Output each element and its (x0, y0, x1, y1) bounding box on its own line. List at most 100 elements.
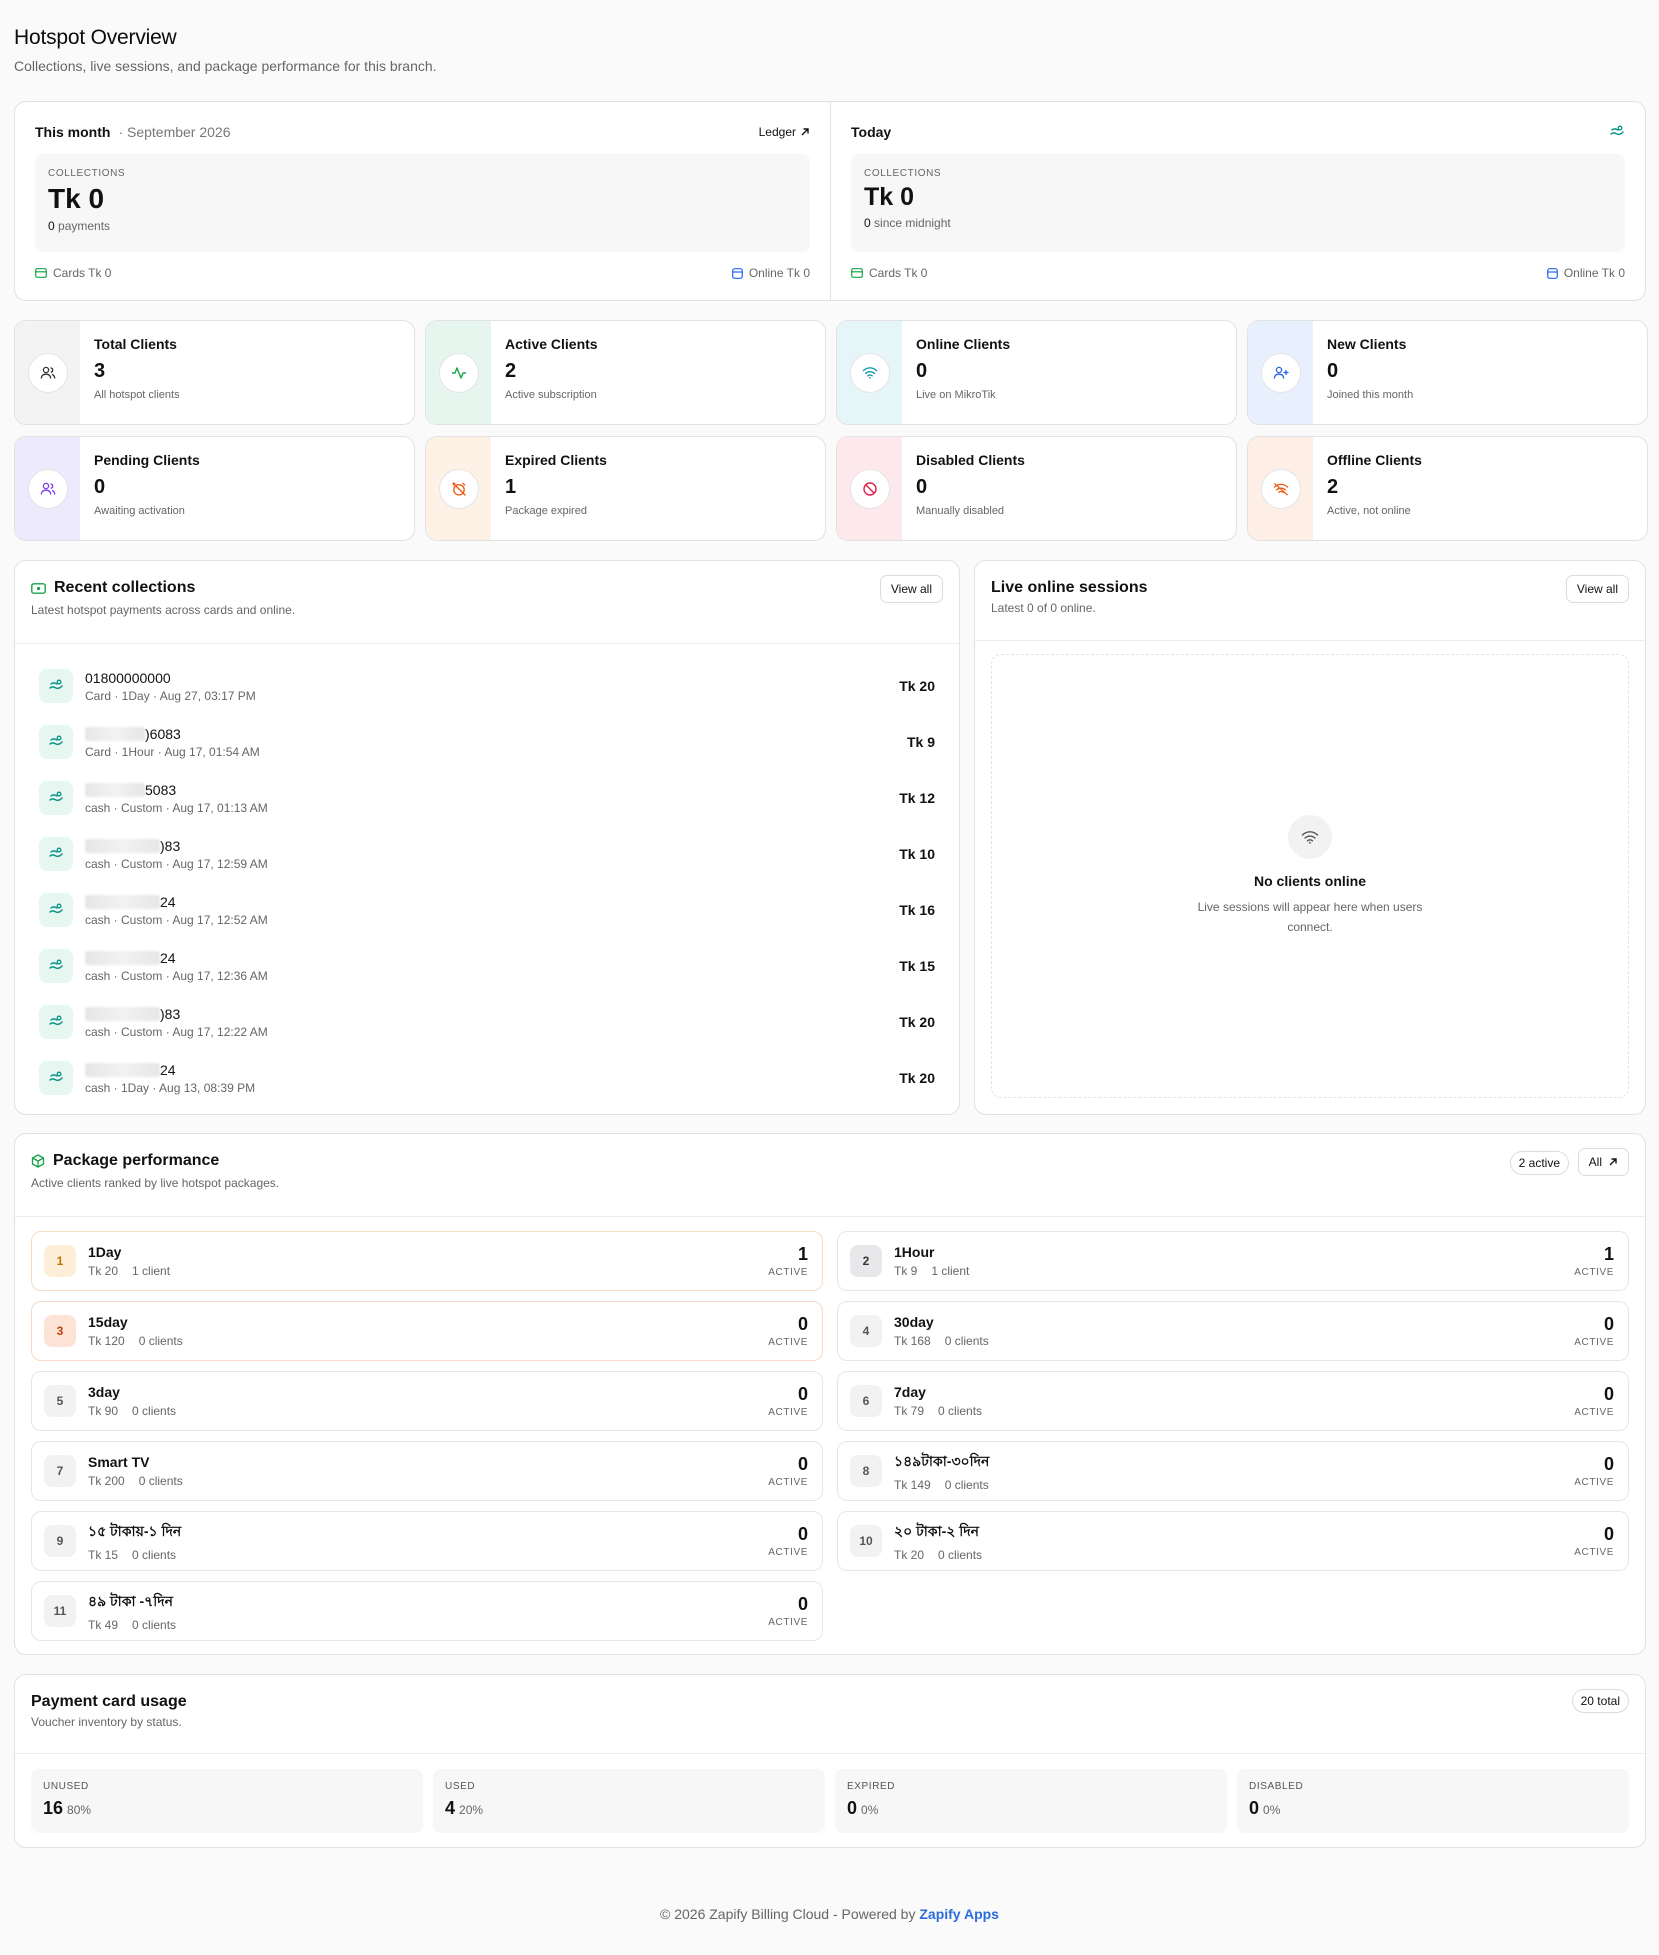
collection-amount: Tk 10 (899, 846, 935, 862)
collection-amount: Tk 12 (899, 790, 935, 806)
collection-row[interactable]: 24 cash · 1Day · Aug 13, 08:39 PM Tk 20 (39, 1056, 935, 1100)
month-caption: COLLECTIONS (48, 168, 126, 179)
stat-card-disabled-clients[interactable]: Disabled Clients 0 Manually disabled (836, 436, 1237, 541)
package-title: Package performance (31, 1152, 1629, 1170)
package-active-count: 0 (1603, 1524, 1614, 1544)
package-item[interactable]: 6 7day Tk 79 0 clients 0 ACTIVE (837, 1371, 1629, 1431)
today-count: 0 since midnight (864, 216, 951, 230)
stat-card-total-clients[interactable]: Total Clients 3 All hotspot clients (14, 320, 415, 425)
stat-title: Active Clients (505, 336, 598, 352)
package-active-label: ACTIVE (768, 1547, 808, 1558)
usage-value: 0 0% (847, 1798, 879, 1818)
package-rank: 6 (850, 1385, 882, 1417)
package-item[interactable]: 8 ১৪৯টাকা-৩০দিন Tk 149 0 clients 0 ACTIVE (837, 1441, 1629, 1501)
package-active-label: ACTIVE (768, 1477, 808, 1488)
collection-client: )6083 (85, 726, 260, 742)
redacted-mask (85, 782, 145, 797)
footer-brand-link[interactable]: Zapify Apps (919, 1906, 999, 1922)
month-count: 0 payments (48, 219, 111, 233)
collection-row[interactable]: )6083 Card · 1Hour · Aug 17, 01:54 AM Tk… (39, 720, 935, 764)
stat-card-new-clients[interactable]: New Clients 0 Joined this month (1247, 320, 1648, 425)
package-name: 30day (894, 1314, 934, 1330)
stat-card-expired-clients[interactable]: Expired Clients 1 Package expired (425, 436, 826, 541)
package-icon (31, 1154, 45, 1168)
package-meta: Tk 120 0 clients (88, 1334, 183, 1348)
collection-row[interactable]: 24 cash · Custom · Aug 17, 12:36 AM Tk 1… (39, 944, 935, 988)
collection-client: 24 (85, 950, 268, 966)
collection-row[interactable]: )83 cash · Custom · Aug 17, 12:59 AM Tk … (39, 832, 935, 876)
stat-card-online-clients[interactable]: Online Clients 0 Live on MikroTik (836, 320, 1237, 425)
active-count-badge: 2 active (1509, 1151, 1569, 1175)
package-meta: Tk 15 0 clients (88, 1548, 177, 1562)
all-packages-button[interactable]: All (1577, 1148, 1629, 1176)
package-name: ৪৯ টাকা -৭দিন (88, 1593, 173, 1609)
collection-client: 01800000000 (85, 669, 171, 686)
payment-subtitle: Voucher inventory by status. (31, 1715, 182, 1729)
stat-card-active-clients[interactable]: Active Clients 2 Active subscription (425, 320, 826, 425)
redacted-mask (85, 1006, 160, 1021)
today-collections-box: COLLECTIONS Tk 0 0 since midnight (851, 154, 1625, 252)
package-meta: Tk 200 0 clients (88, 1474, 183, 1488)
package-active-label: ACTIVE (1574, 1547, 1614, 1558)
stat-value: 0 (916, 360, 928, 382)
collection-client: 5083 (85, 782, 268, 798)
footer-text: © 2026 Zapify Billing Cloud - Powered by (660, 1906, 916, 1922)
live-view-all-button[interactable]: View all (1565, 575, 1629, 603)
stat-desc: Manually disabled (916, 505, 1005, 517)
package-active-label: ACTIVE (1574, 1267, 1614, 1278)
collection-row[interactable]: 24 cash · Custom · Aug 17, 12:52 AM Tk 1… (39, 888, 935, 932)
wifi-icon (849, 352, 890, 393)
stat-card-pending-clients[interactable]: Pending Clients 0 Awaiting activation (14, 436, 415, 541)
package-active-count: 0 (1603, 1314, 1614, 1334)
stat-title: New Clients (1327, 336, 1407, 352)
money-icon (39, 1061, 73, 1095)
package-active-count: 0 (797, 1314, 808, 1334)
collection-row[interactable]: )83 cash · Custom · Aug 17, 12:22 AM Tk … (39, 1000, 935, 1044)
package-active-count: 0 (797, 1454, 808, 1474)
redacted-mask (85, 838, 160, 853)
live-sessions-panel: Live online sessions Latest 0 of 0 onlin… (974, 560, 1646, 1115)
collection-row[interactable]: 01800000000 Card · 1Day · Aug 27, 03:17 … (39, 664, 935, 708)
package-item[interactable]: 10 ২০ টাকা-২ দিন Tk 20 0 clients 0 ACTIVE (837, 1511, 1629, 1571)
stat-desc: Awaiting activation (94, 505, 185, 517)
stat-icon-strip (15, 437, 80, 540)
recent-subtitle: Latest hotspot payments across cards and… (31, 603, 296, 617)
money-icon (39, 837, 73, 871)
package-name: ১৫ টাকায়-১ দিন (88, 1523, 182, 1539)
collection-meta: cash · Custom · Aug 17, 12:36 AM (85, 968, 268, 983)
collection-amount: Tk 20 (899, 678, 935, 694)
card-icon (851, 268, 863, 278)
wallet-icon (731, 267, 743, 279)
stat-card-offline-clients[interactable]: Offline Clients 2 Active, not online (1247, 436, 1648, 541)
recent-view-all-button[interactable]: View all (879, 575, 943, 603)
package-item[interactable]: 3 15day Tk 120 0 clients 0 ACTIVE (31, 1301, 823, 1361)
collection-client: 24 (85, 894, 268, 910)
card-icon (35, 268, 47, 278)
package-rank: 5 (44, 1385, 76, 1417)
package-performance-panel: Package performance Active clients ranke… (14, 1133, 1646, 1655)
package-item[interactable]: 1 1Day Tk 20 1 client 1 ACTIVE (31, 1231, 823, 1291)
collection-row[interactable]: 5083 cash · Custom · Aug 17, 01:13 AM Tk… (39, 776, 935, 820)
redacted-mask (85, 726, 145, 741)
package-subtitle: Active clients ranked by live hotspot pa… (31, 1176, 280, 1190)
ledger-link[interactable]: Ledger (759, 125, 810, 139)
package-item[interactable]: 4 30day Tk 168 0 clients 0 ACTIVE (837, 1301, 1629, 1361)
stat-value: 2 (1327, 476, 1339, 498)
stat-desc: Package expired (505, 505, 587, 517)
package-active-label: ACTIVE (1574, 1337, 1614, 1348)
package-item[interactable]: 7 Smart TV Tk 200 0 clients 0 ACTIVE (31, 1441, 823, 1501)
money-icon (39, 1005, 73, 1039)
package-item[interactable]: 9 ১৫ টাকায়-১ দিন Tk 15 0 clients 0 ACTIV… (31, 1511, 823, 1571)
users-icon (27, 468, 68, 509)
package-item[interactable]: 5 3day Tk 90 0 clients 0 ACTIVE (31, 1371, 823, 1431)
package-meta: Tk 20 0 clients (894, 1548, 983, 1562)
usage-value: 4 20% (445, 1798, 484, 1818)
package-rank: 9 (44, 1525, 76, 1557)
package-rank: 7 (44, 1455, 76, 1487)
stat-title: Pending Clients (94, 452, 200, 468)
stat-desc: Joined this month (1327, 389, 1414, 401)
wallet-icon (1546, 267, 1558, 279)
package-item[interactable]: 11 ৪৯ টাকা -৭দিন Tk 49 0 clients 0 ACTIVE (31, 1581, 823, 1641)
user-plus-icon (1260, 352, 1301, 393)
